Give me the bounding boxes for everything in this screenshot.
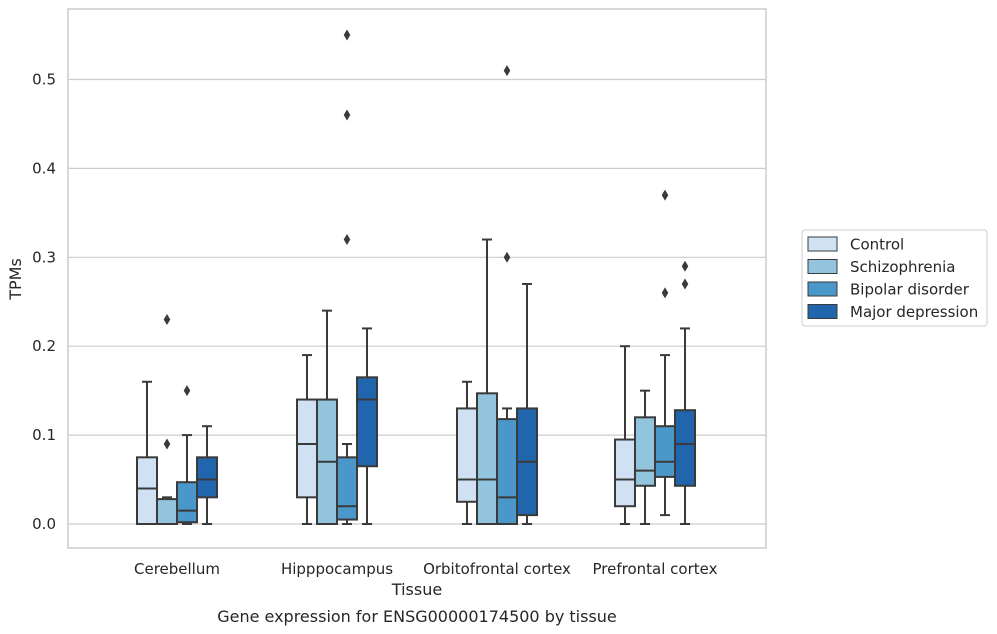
box-body — [176, 481, 198, 524]
legend-label: Control — [850, 236, 904, 254]
legend-label: Major depression — [850, 303, 978, 321]
box-major-depression — [356, 327, 378, 525]
box-body — [356, 376, 378, 468]
y-tick-label: 0.4 — [32, 159, 56, 177]
box-body — [196, 456, 218, 499]
box-bipolar-disorder — [176, 385, 198, 525]
box-body — [136, 456, 158, 526]
box-bipolar-disorder — [654, 189, 676, 517]
legend-frame — [801, 229, 988, 327]
box-body — [296, 398, 318, 499]
plot-area-frame — [67, 8, 767, 549]
y-tick-label: 0.5 — [32, 71, 56, 89]
outlier-point — [681, 278, 689, 290]
x-tick-label: Cerebellum — [134, 560, 220, 578]
boxes-layer — [136, 29, 696, 526]
box-body — [156, 498, 178, 526]
box-bipolar-disorder — [496, 65, 518, 525]
box-major-depression — [674, 260, 696, 525]
box-schizophrenia — [156, 314, 178, 526]
legend-swatch — [807, 259, 838, 274]
legend: Control Schizophrenia Bipolar disorder Majo… — [801, 229, 988, 327]
box-body — [496, 418, 518, 525]
legend-swatch — [807, 281, 838, 297]
x-tick-label: Prefrontal cortex — [593, 560, 718, 578]
outlier-point — [661, 189, 669, 201]
box-control — [296, 354, 318, 525]
outlier-point — [163, 314, 171, 326]
box-control — [136, 380, 158, 526]
box-body — [674, 409, 696, 487]
outlier-point — [503, 65, 511, 77]
box-body — [634, 416, 656, 487]
y-tick-label: 0.3 — [32, 248, 56, 266]
box-schizophrenia — [316, 309, 338, 526]
legend-swatch — [807, 304, 838, 319]
y-tick-label: 0.1 — [32, 426, 56, 444]
legend-label: Bipolar disorder — [850, 281, 970, 299]
box-major-depression — [196, 425, 218, 525]
box-body — [336, 456, 358, 521]
legend-swatch — [807, 236, 838, 252]
y-tick-label: 0.2 — [32, 337, 56, 355]
box-schizophrenia — [476, 238, 498, 525]
box-major-depression — [516, 282, 538, 525]
box-schizophrenia — [634, 389, 656, 525]
x-tick-label: Hipppocampus — [281, 560, 393, 578]
box-control — [456, 380, 478, 525]
x-tick-labels: Cerebellum Hipppocampus Orbitofrontal cort… — [134, 560, 718, 578]
box-body — [654, 425, 676, 478]
outlier-point — [343, 109, 351, 121]
y-tick-label: 0.0 — [32, 515, 56, 533]
outlier-point — [343, 29, 351, 41]
outlier-point — [343, 234, 351, 246]
outlier-point — [681, 260, 689, 272]
box-body — [456, 407, 478, 503]
x-axis-label: Tissue — [391, 580, 442, 599]
outlier-point — [163, 438, 171, 450]
box-body — [614, 438, 636, 508]
legend-label: Schizophrenia — [850, 258, 955, 276]
box-bipolar-disorder — [336, 29, 358, 525]
x-tick-label: Orbitofrontal cortex — [423, 560, 571, 578]
chart-caption: Gene expression for ENSG00000174500 by t… — [217, 607, 617, 626]
y-axis-label: TPMs — [6, 258, 25, 301]
box-body — [476, 392, 498, 525]
y-tick-labels: 0.0 0.1 0.2 0.3 0.4 0.5 — [32, 71, 56, 534]
outlier-point — [503, 251, 511, 263]
outlier-point — [661, 287, 669, 299]
outlier-point — [183, 385, 191, 397]
